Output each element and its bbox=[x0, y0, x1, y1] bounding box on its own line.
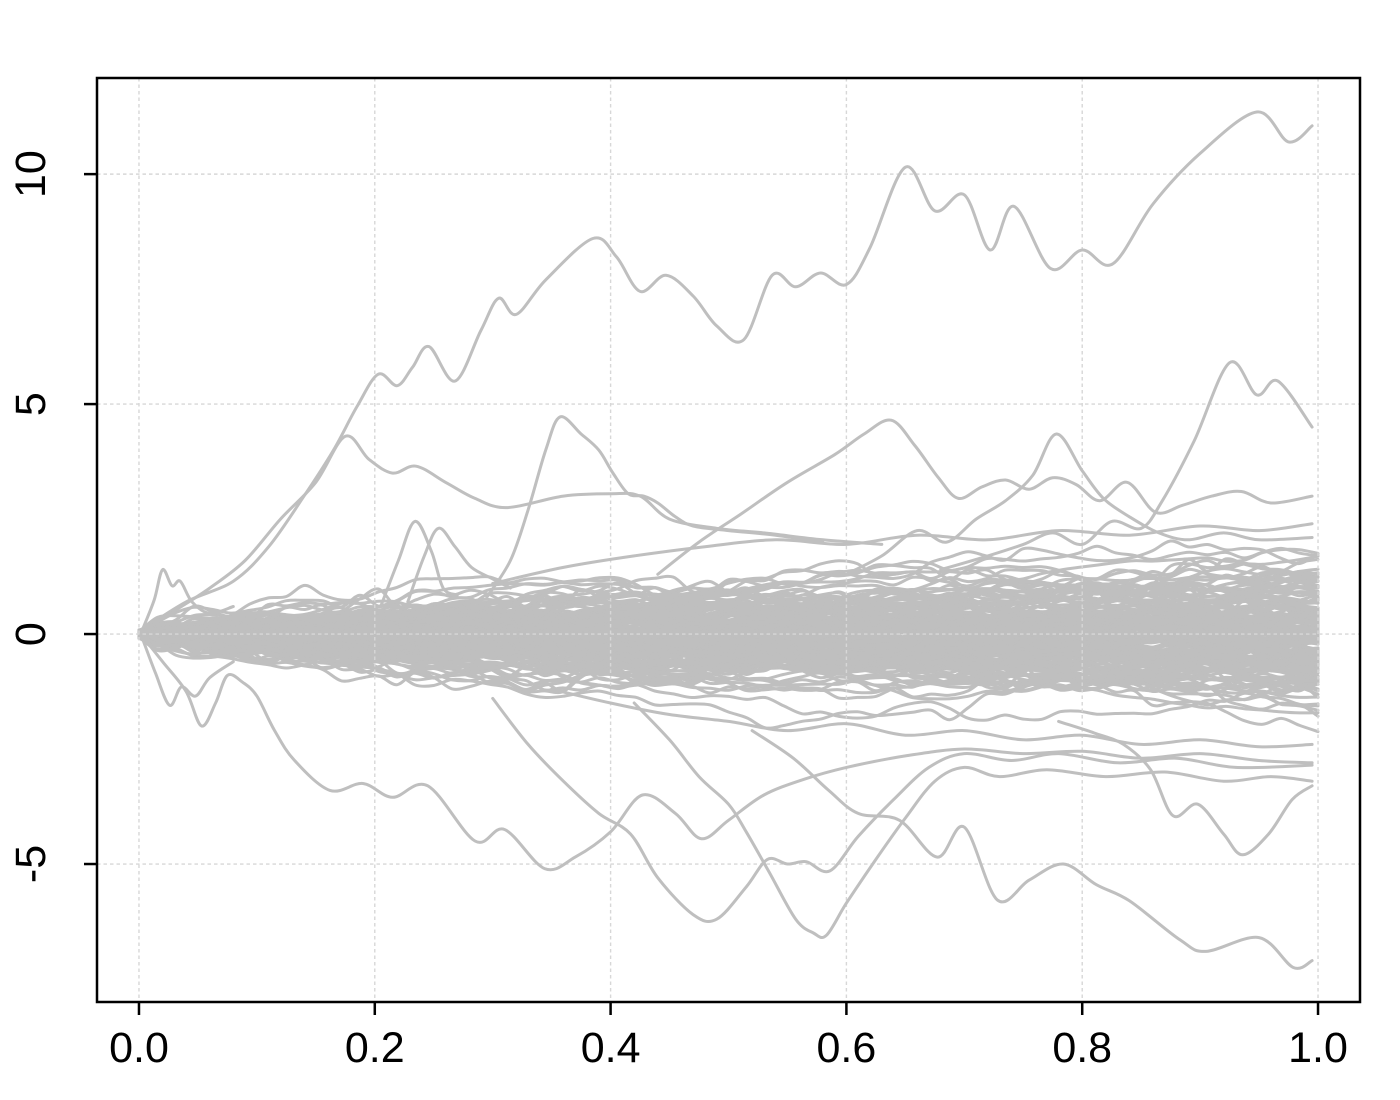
x-tick-label: 0.6 bbox=[817, 1024, 877, 1072]
x-tick-label: 0.0 bbox=[109, 1024, 169, 1072]
outlier-path-small-arc-b bbox=[406, 526, 512, 604]
sample-path bbox=[137, 615, 1320, 660]
sample-path bbox=[137, 561, 1320, 657]
outlier-path-low-mid-v-6.5 bbox=[632, 701, 1314, 939]
x-tick-label: 0.4 bbox=[581, 1024, 641, 1072]
outlier-path-top-outlier-ends-11 bbox=[141, 110, 1314, 631]
sample-path bbox=[137, 636, 1320, 722]
sample-path bbox=[137, 617, 1320, 659]
sample-path bbox=[137, 587, 1320, 671]
ensemble-paths-layer bbox=[137, 539, 1320, 734]
y-tick-label: 0 bbox=[7, 622, 55, 646]
outlier-path-lower-fringe-2.4 bbox=[550, 687, 1314, 749]
outlier-path-low-mid-v-6.2 bbox=[491, 696, 1314, 924]
outlier-path-mid-right-peak-4.65 bbox=[656, 418, 1314, 576]
sample-path bbox=[137, 608, 1320, 668]
plot-border bbox=[95, 76, 1362, 1004]
sample-path bbox=[137, 585, 1320, 693]
axes-layer: 0.0 0.2 0.4 0.6 0.8 1.0 -5 0 5 10 bbox=[7, 76, 1362, 1072]
x-tick-label: 0.8 bbox=[1052, 1024, 1112, 1072]
y-tick-label: -5 bbox=[7, 845, 55, 883]
sample-path bbox=[137, 615, 1320, 663]
outlier-path-bottom-outlier-ends-minus7 bbox=[750, 729, 1314, 970]
outlier-path-mid-bump-4.7 bbox=[485, 415, 825, 599]
outlier-path-upper-fringe-2 bbox=[491, 522, 1314, 585]
y-tick-label: 5 bbox=[7, 392, 55, 416]
x-tick-label: 1.0 bbox=[1288, 1024, 1348, 1072]
outlier-path-right-riser-5.9 bbox=[939, 360, 1314, 572]
y-tick-label: 10 bbox=[7, 150, 55, 198]
outlier-paths-layer bbox=[141, 110, 1314, 970]
outlier-path-small-arc-a bbox=[379, 519, 459, 608]
outlier-path-start-bump-up bbox=[141, 568, 235, 631]
x-tick-label: 0.2 bbox=[345, 1024, 405, 1072]
gridlines-layer bbox=[97, 78, 1360, 1002]
outlier-path-low-early-deep bbox=[141, 634, 1314, 872]
